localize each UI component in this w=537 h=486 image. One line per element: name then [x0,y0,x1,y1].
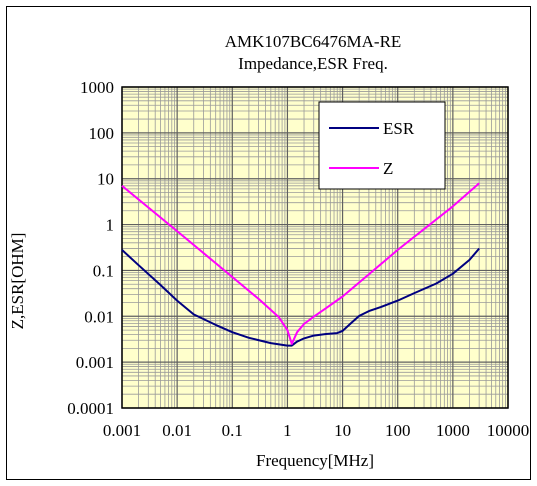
x-tick-label: 1000 [436,421,470,440]
y-tick-label: 0.0001 [67,399,114,418]
x-axis-label: Frequency[MHz] [256,451,374,470]
y-tick-label: 10 [97,170,114,189]
y-tick-label: 0.001 [76,353,114,372]
y-tick-label: 1000 [80,78,114,97]
plot-border [121,86,509,409]
legend-label-z: Z [383,159,393,178]
chart-svg: AMK107BC6476MA-RE Impedance,ESR Freq. 0.… [8,32,530,470]
chart-frame: AMK107BC6476MA-RE Impedance,ESR Freq. 0.… [6,6,531,480]
chart-title: AMK107BC6476MA-RE [225,32,402,51]
x-tick-label: 10 [334,421,351,440]
x-tick-label: 1 [283,421,292,440]
x-tick-label: 0.1 [222,421,243,440]
y-tick-label: 0.1 [93,261,114,280]
x-tick-label: 10000 [487,421,530,440]
x-tick-label: 0.001 [103,421,141,440]
legend-label-esr: ESR [383,119,415,138]
chart-subtitle: Impedance,ESR Freq. [238,54,388,73]
x-tick-label: 0.01 [162,421,192,440]
y-tick-label: 0.01 [84,307,114,326]
legend-box [318,101,446,190]
y-tick-label: 100 [89,124,115,143]
y-tick-label: 1 [106,216,115,235]
series-line-z [121,182,480,345]
series-line-esr [121,247,480,347]
x-tick-label: 100 [385,421,411,440]
y-axis-label: Z,ESR[OHM] [8,233,27,330]
